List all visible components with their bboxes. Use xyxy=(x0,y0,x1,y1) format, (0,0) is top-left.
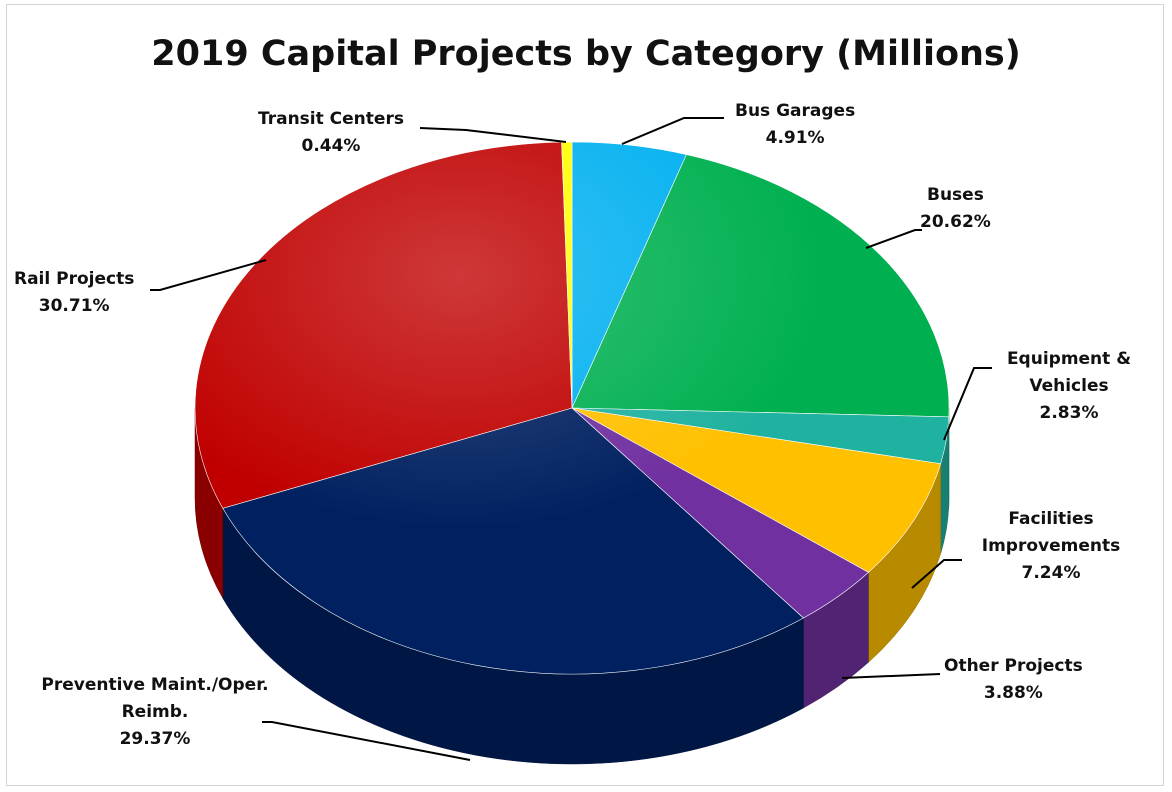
chart-title: 2019 Capital Projects by Category (Milli… xyxy=(151,34,1021,74)
leader-line-equipment-vehicles xyxy=(943,367,992,441)
leader-line-transit-centers xyxy=(419,127,567,143)
label-transit-centers: Transit Centers 0.44% xyxy=(258,109,404,156)
leader-line-preventive-maint-oper-reimb- xyxy=(262,721,471,761)
label-bus-garages: Bus Garages 4.91% xyxy=(735,101,856,148)
label-equipment-vehicles: Equipment & Vehicles 2.83% xyxy=(1006,349,1132,423)
leader-line-facilities-improvements xyxy=(911,559,962,589)
leader-line-bus-garages xyxy=(621,117,724,145)
label-preventive-maint: Preventive Maint./Oper. Reimb. 29.37% xyxy=(41,675,269,749)
leader-line-rail-projects xyxy=(150,259,267,291)
label-buses: Buses 20.62% xyxy=(920,185,991,232)
leader-line-other-projects xyxy=(841,673,941,679)
leader-line-buses xyxy=(865,229,922,249)
label-facilities-improvements: Facilities Improvements 7.24% xyxy=(981,509,1121,583)
pie-gloss xyxy=(195,142,949,674)
label-rail-projects: Rail Projects 30.71% xyxy=(14,269,135,316)
label-other-projects: Other Projects 3.88% xyxy=(944,656,1083,703)
